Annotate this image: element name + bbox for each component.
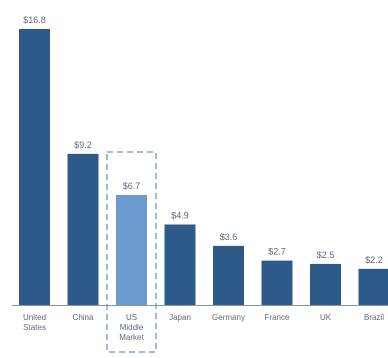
value-label-1: $9.2 <box>74 140 92 150</box>
category-label-6: UK <box>320 313 332 322</box>
value-label-2: $6.7 <box>123 181 141 191</box>
category-label-7: Brazil <box>364 313 384 322</box>
bars-layer <box>19 29 388 353</box>
category-label-0: United States <box>23 313 46 332</box>
labels-layer: $16.8 United States $9.2 China $6.7 US Middle Ma… <box>23 15 384 342</box>
value-label-3: $4.9 <box>171 211 189 221</box>
bar-5 <box>261 260 293 305</box>
bar-7 <box>358 268 388 305</box>
bar-6 <box>310 263 341 305</box>
bar-1 <box>67 153 99 305</box>
category-label-1: China <box>73 313 94 322</box>
value-label-7: $2.2 <box>365 255 383 265</box>
bar-0 <box>19 29 50 305</box>
value-label-0: $16.8 <box>23 15 46 25</box>
highlight-box <box>106 151 157 353</box>
bar-2 <box>116 194 147 305</box>
category-label-5: France <box>265 313 290 322</box>
category-label-2: US Middle Market <box>119 313 144 342</box>
bar-4 <box>213 245 244 305</box>
category-label-3: Japan <box>169 313 191 322</box>
value-label-5: $2.7 <box>268 247 286 257</box>
bar-3 <box>164 224 196 305</box>
value-label-4: $3.6 <box>220 232 238 242</box>
category-label-4: Germany <box>212 313 245 322</box>
value-label-6: $2.5 <box>317 250 335 260</box>
